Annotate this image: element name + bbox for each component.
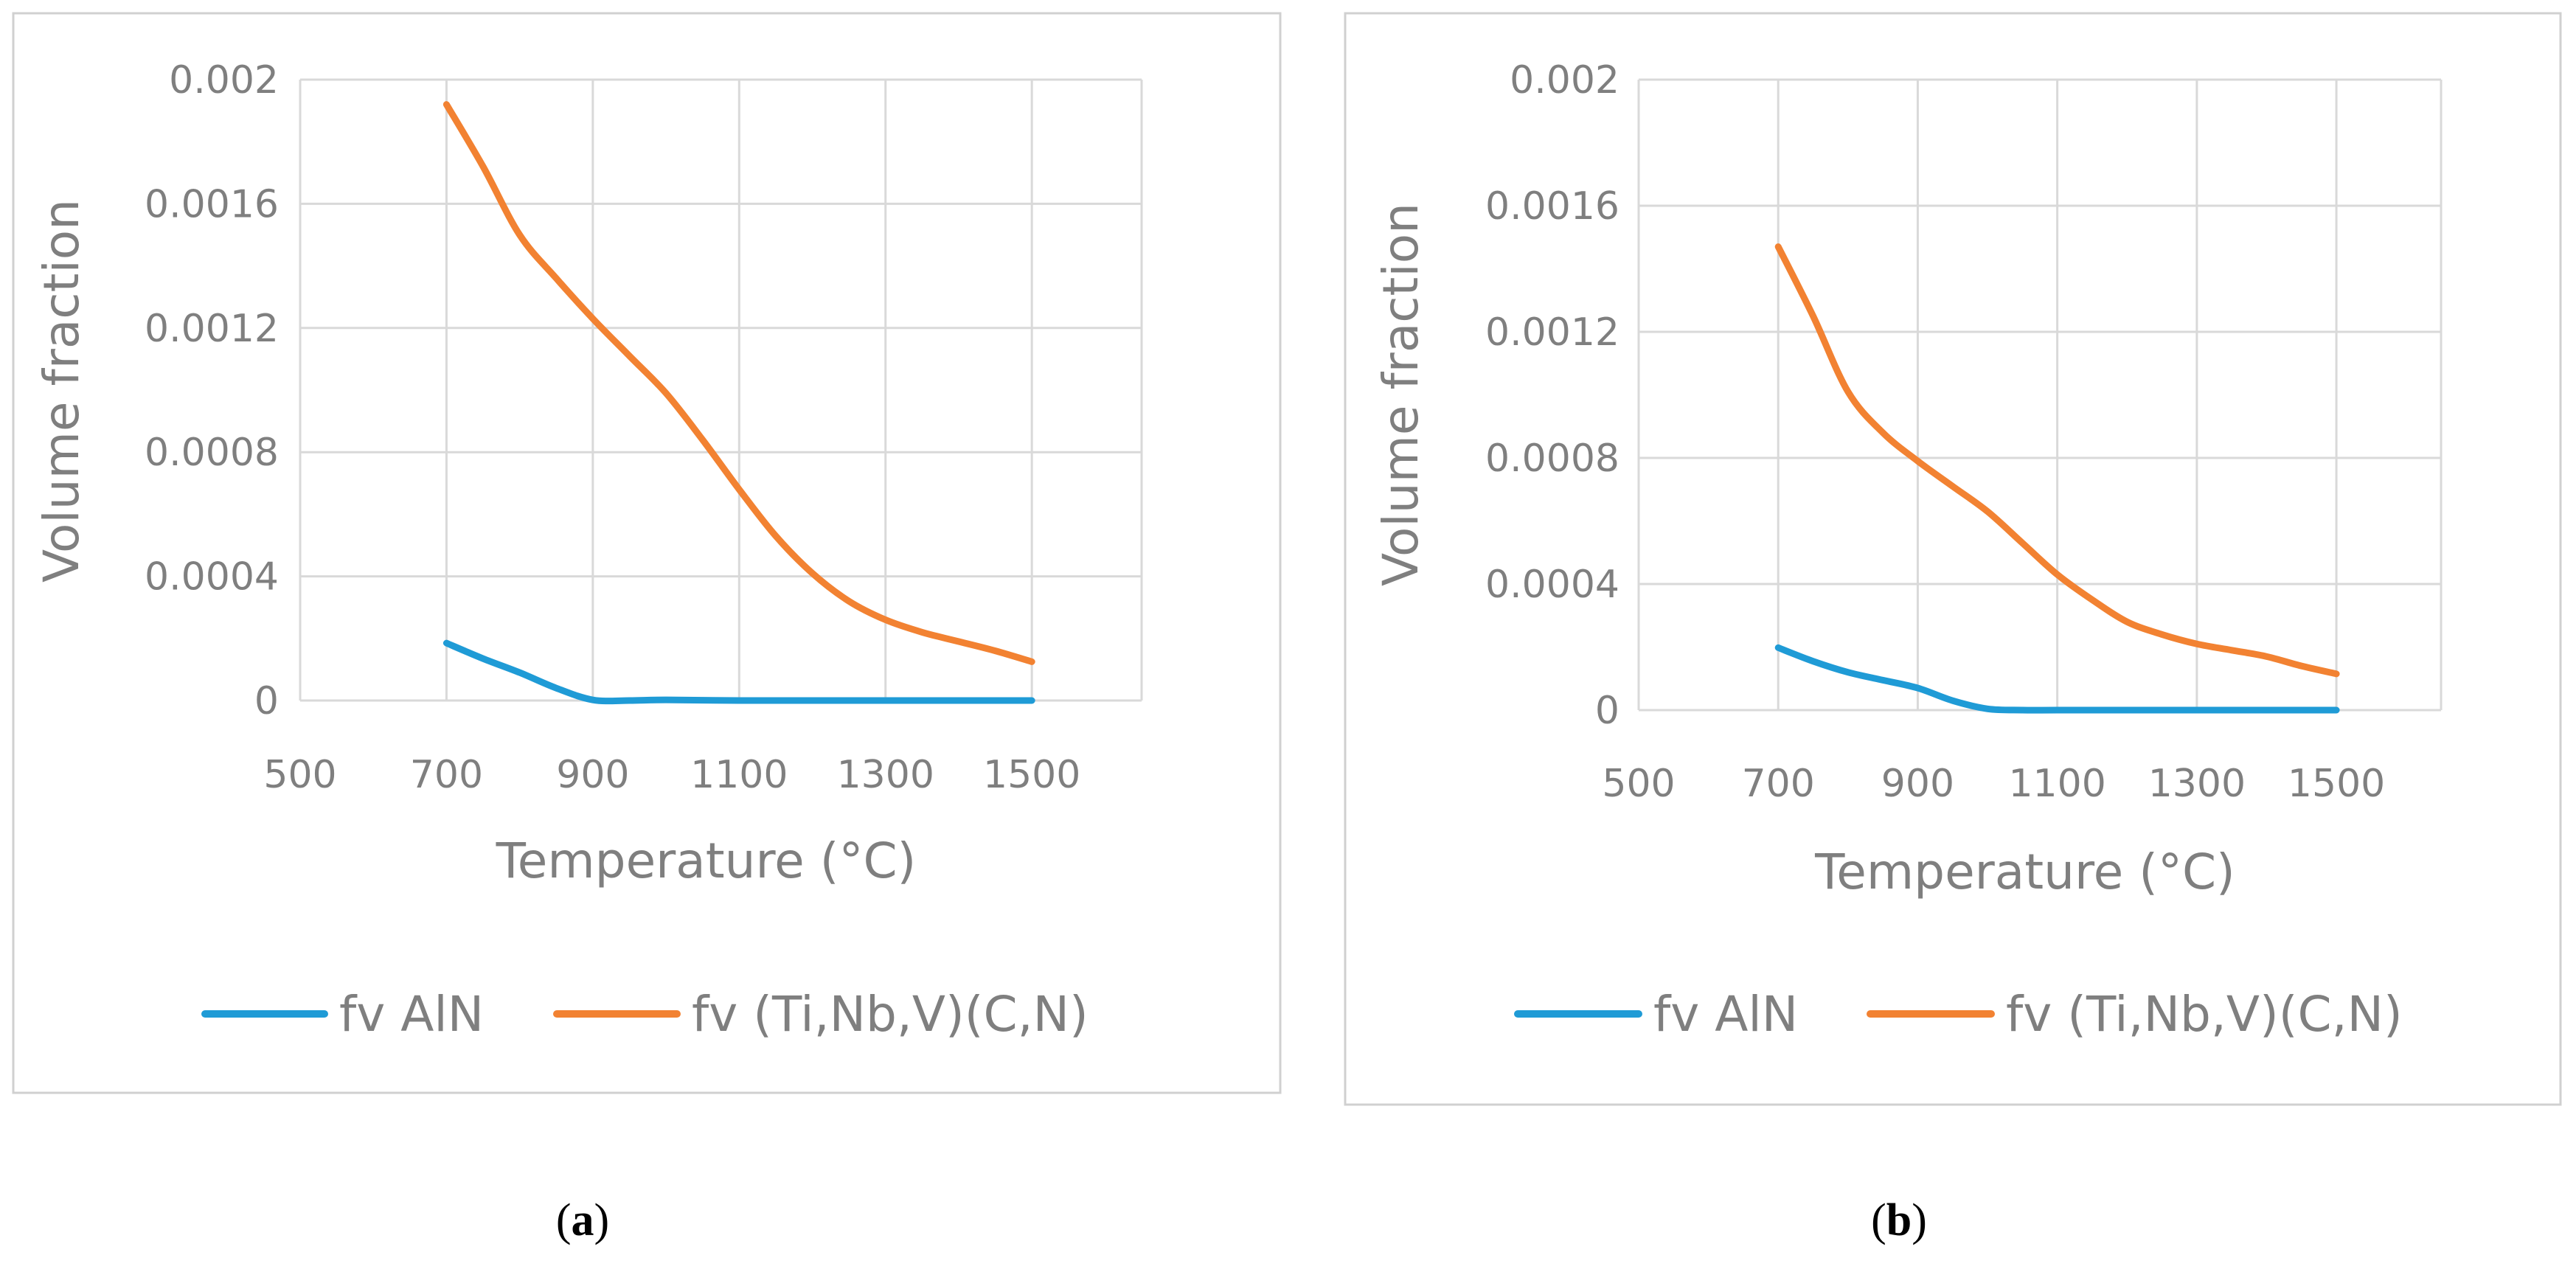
y-tick-label-a-1: 0.0004 xyxy=(145,555,279,599)
x-tick-label-a-3: 1100 xyxy=(690,753,788,797)
y-tick-label-a-3: 0.0012 xyxy=(145,307,279,351)
legend-label-a-1: fv (Ti,Nb,V)(C,N) xyxy=(692,986,1089,1043)
y-tick-label-a-4: 0.0016 xyxy=(145,182,279,226)
x-tick-label-a-0: 500 xyxy=(263,753,336,797)
series-line-a-0 xyxy=(442,639,1035,705)
x-tick-label-a-2: 900 xyxy=(556,753,629,797)
chart-frame-b xyxy=(1344,12,2562,1106)
y-tick-label-b-3: 0.0012 xyxy=(1485,310,1619,355)
x-tick-label-b-0: 500 xyxy=(1602,762,1675,806)
y-tick-label-b-2: 0.0008 xyxy=(1485,437,1619,481)
y-tick-label-b-4: 0.0016 xyxy=(1485,184,1619,229)
panel-caption-a: (a) xyxy=(556,1195,609,1245)
x-tick-label-b-2: 900 xyxy=(1881,762,1954,806)
x-axis-title-a: Temperature (°C) xyxy=(496,833,917,889)
y-tick-label-a-2: 0.0008 xyxy=(145,431,279,475)
x-axis-title-b: Temperature (°C) xyxy=(1814,844,2235,900)
x-tick-label-a-4: 1300 xyxy=(837,753,934,797)
legend-label-b-0: fv AlN xyxy=(1653,986,1798,1043)
y-tick-label-b-0: 0 xyxy=(1595,689,1619,733)
legend-label-b-1: fv (Ti,Nb,V)(C,N) xyxy=(2006,986,2403,1043)
x-tick-label-a-1: 700 xyxy=(410,753,483,797)
y-tick-label-b-5: 0.002 xyxy=(1510,58,1619,102)
series-line-b-0 xyxy=(1774,644,2340,714)
y-tick-label-b-1: 0.0004 xyxy=(1485,563,1619,607)
y-tick-label-a-5: 0.002 xyxy=(169,58,279,102)
x-tick-label-b-3: 1100 xyxy=(2008,762,2105,806)
legend-label-a-0: fv AlN xyxy=(339,986,484,1043)
x-tick-label-b-5: 1500 xyxy=(2288,762,2385,806)
y-axis-title-a: Volume fraction xyxy=(33,199,90,583)
x-tick-label-b-4: 1300 xyxy=(2148,762,2246,806)
chart-panel-b: 0 0.0004 0.0008 0.0012 0.0016 0.002 500 700 900 1… xyxy=(1344,12,2562,1245)
series-line-a-1 xyxy=(442,101,1035,665)
chart-frame-a xyxy=(12,12,1282,1094)
chart-panel-a: 0 0.0004 0.0008 0.0012 0.0016 0.002 500 700 900 1… xyxy=(12,12,1282,1245)
x-tick-label-b-1: 700 xyxy=(1742,762,1815,806)
y-tick-label-a-0: 0 xyxy=(254,679,279,723)
series-line-b-1 xyxy=(1774,243,2340,678)
y-axis-title-b: Volume fraction xyxy=(1372,203,1429,586)
x-tick-label-a-5: 1500 xyxy=(983,753,1080,797)
panel-caption-b: (b) xyxy=(1871,1195,1927,1245)
